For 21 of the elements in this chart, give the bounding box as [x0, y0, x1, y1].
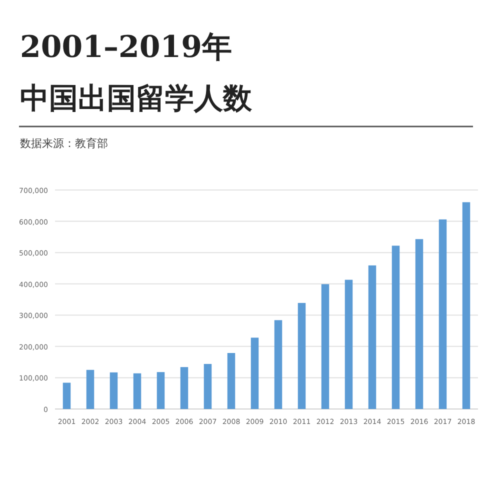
bar: [133, 373, 142, 409]
bar: [438, 219, 447, 409]
bar: [368, 265, 376, 409]
bar: [344, 280, 353, 409]
bar: [250, 338, 259, 409]
annotation: 数据来源：教育部: [20, 137, 108, 150]
bar: [298, 302, 306, 409]
bar: [462, 202, 470, 409]
bar: [415, 239, 424, 409]
bar: [180, 367, 188, 409]
bar: [86, 370, 94, 409]
bar: [274, 320, 282, 409]
bar: [392, 246, 400, 409]
bar: [62, 382, 71, 409]
bar: [321, 284, 330, 409]
bar: [227, 353, 236, 409]
bar: [156, 372, 165, 409]
bar: [204, 364, 212, 409]
subtitle: 中国出国留学人数: [20, 81, 252, 115]
bar: [110, 372, 118, 409]
title: 2001–2019年: [20, 30, 232, 65]
